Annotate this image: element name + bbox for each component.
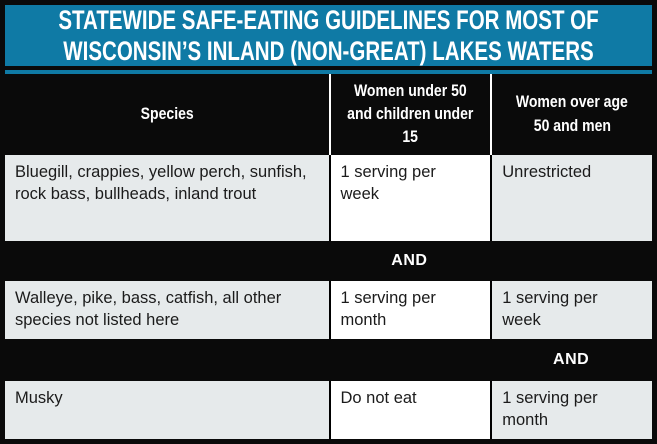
table-row-musky: Musky Do not eat 1 serving per month bbox=[5, 381, 652, 439]
page-title-line-2: WISCONSIN’S INLAND (NON-GREAT) LAKES WAT… bbox=[63, 35, 594, 66]
column-header-species: Species bbox=[5, 74, 329, 155]
species-cell: Musky bbox=[5, 381, 329, 439]
column-header-women-over-50-men: Women over age 50 and men bbox=[490, 74, 652, 155]
column-header-species-label: Species bbox=[140, 104, 194, 123]
column-header-line: and children under bbox=[347, 104, 474, 123]
women-under-50-cell: 1 serving per week bbox=[328, 155, 491, 241]
column-header-line: Women over age bbox=[516, 93, 629, 112]
title-banner: STATEWIDE SAFE-EATING GUIDELINES FOR MOS… bbox=[5, 5, 652, 66]
women-over-50-men-cell: 1 serving per month bbox=[490, 381, 652, 439]
column-header-line: 15 bbox=[402, 128, 419, 147]
species-cell: Bluegill, crappies, yellow perch, sunfis… bbox=[5, 155, 329, 241]
and-divider-row-1: AND bbox=[5, 241, 652, 281]
page-title-line-1: STATEWIDE SAFE-EATING GUIDELINES FOR MOS… bbox=[58, 5, 599, 36]
and-label: AND bbox=[391, 252, 428, 269]
column-header-women-under-50: Women under 50 and children under 15 bbox=[328, 74, 491, 155]
and-divider-row-2: AND bbox=[5, 339, 652, 381]
women-under-50-cell: 1 serving per month bbox=[328, 281, 491, 339]
column-header-line: 50 and men bbox=[533, 116, 611, 135]
women-over-50-men-cell: Unrestricted bbox=[490, 155, 652, 241]
banner-bottom-rule bbox=[5, 70, 652, 74]
and-label: AND bbox=[553, 351, 590, 368]
table-header-row: Species Women under 50 and children unde… bbox=[5, 74, 652, 155]
women-over-50-men-cell: 1 serving per week bbox=[490, 281, 652, 339]
species-cell: Walleye, pike, bass, catfish, all other … bbox=[5, 281, 329, 339]
women-under-50-cell: Do not eat bbox=[328, 381, 491, 439]
table-row-panfish: Bluegill, crappies, yellow perch, sunfis… bbox=[5, 155, 652, 241]
column-header-line: Women under 50 bbox=[353, 81, 467, 100]
page-title: STATEWIDE SAFE-EATING GUIDELINES FOR MOS… bbox=[58, 5, 598, 65]
table-row-gamefish: Walleye, pike, bass, catfish, all other … bbox=[5, 281, 652, 339]
